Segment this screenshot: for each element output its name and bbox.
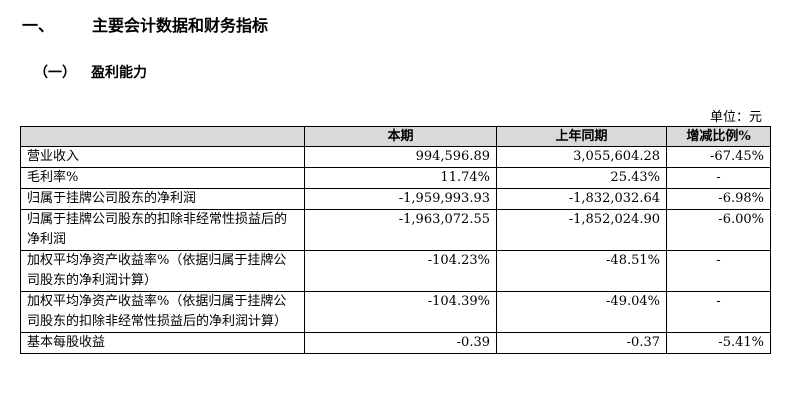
table-row: 归属于挂牌公司股东的扣除非经常性损益后的净利润 -1,963,072.55 -1… bbox=[20, 209, 771, 251]
row-label: 加权平均净资产收益率%（依据归属于挂牌公司股东的扣除非经常性损益后的净利润计算） bbox=[20, 291, 305, 333]
cell-change: - bbox=[666, 250, 771, 292]
row-label: 营业收入 bbox=[20, 146, 305, 168]
header-change: 增减比例% bbox=[666, 126, 771, 147]
cell-prior: -1,832,032.64 bbox=[496, 188, 667, 210]
unit-label: 单位：元 bbox=[709, 110, 762, 125]
cell-change: - bbox=[666, 167, 771, 189]
cell-current: -0.39 bbox=[304, 332, 497, 354]
header-prior: 上年同期 bbox=[496, 126, 667, 147]
header-item bbox=[20, 126, 305, 147]
row-label: 毛利率% bbox=[20, 167, 305, 189]
cell-prior: 25.43% bbox=[496, 167, 667, 189]
subsection-heading: （一） 盈利能力 bbox=[34, 62, 147, 82]
table-row: 归属于挂牌公司股东的净利润 -1,959,993.93 -1,832,032.6… bbox=[20, 188, 771, 210]
cell-change: -6.00% bbox=[666, 209, 771, 251]
row-label: 加权平均净资产收益率%（依据归属于挂牌公司股东的净利润计算） bbox=[20, 250, 305, 292]
row-label: 归属于挂牌公司股东的净利润 bbox=[20, 188, 305, 210]
cell-current: 11.74% bbox=[304, 167, 497, 189]
cell-current: 994,596.89 bbox=[304, 146, 497, 168]
cell-change: - bbox=[666, 291, 771, 333]
table-header-row: 本期 上年同期 增减比例% bbox=[20, 126, 771, 147]
cell-prior: 3,055,604.28 bbox=[496, 146, 667, 168]
cell-change: -67.45% bbox=[666, 146, 771, 168]
table-row: 营业收入 994,596.89 3,055,604.28 -67.45% bbox=[20, 146, 771, 168]
table-row: 基本每股收益 -0.39 -0.37 -5.41% bbox=[20, 332, 771, 354]
table-row: 加权平均净资产收益率%（依据归属于挂牌公司股东的扣除非经常性损益后的净利润计算）… bbox=[20, 291, 771, 333]
cell-change: -6.98% bbox=[666, 188, 771, 210]
section-heading: 一、 主要会计数据和财务指标 bbox=[22, 12, 268, 36]
cell-prior: -0.37 bbox=[496, 332, 667, 354]
profitability-table: 本期 上年同期 增减比例% 营业收入 994,596.89 3,055,604.… bbox=[20, 126, 771, 354]
subsection-number: （一） bbox=[34, 65, 76, 81]
cell-current: -1,963,072.55 bbox=[304, 209, 497, 251]
cell-prior: -49.04% bbox=[496, 291, 667, 333]
cell-prior: -1,852,024.90 bbox=[496, 209, 667, 251]
row-label: 基本每股收益 bbox=[20, 332, 305, 354]
section-number: 一、 bbox=[22, 16, 55, 35]
cell-current: -1,959,993.93 bbox=[304, 188, 497, 210]
subsection-title: 盈利能力 bbox=[91, 65, 147, 81]
row-label: 归属于挂牌公司股东的扣除非经常性损益后的净利润 bbox=[20, 209, 305, 251]
cell-prior: -48.51% bbox=[496, 250, 667, 292]
header-current: 本期 bbox=[304, 126, 497, 147]
table-row: 毛利率% 11.74% 25.43% - bbox=[20, 167, 771, 189]
cell-current: -104.39% bbox=[304, 291, 497, 333]
cell-change: -5.41% bbox=[666, 332, 771, 354]
table-row: 加权平均净资产收益率%（依据归属于挂牌公司股东的净利润计算） -104.23% … bbox=[20, 250, 771, 292]
section-title: 主要会计数据和财务指标 bbox=[92, 16, 269, 35]
cell-current: -104.23% bbox=[304, 250, 497, 292]
